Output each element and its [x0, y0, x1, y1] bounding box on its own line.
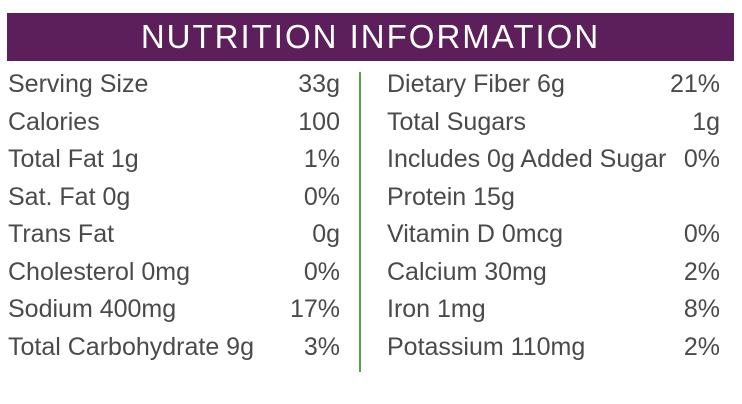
- nutrient-row-total-sugars: Total Sugars 1g: [387, 104, 720, 142]
- left-nutrient-column: Serving Size 33g Calories 100 Total Fat …: [8, 66, 340, 366]
- nutrient-label: Dietary Fiber 6g: [387, 70, 565, 99]
- nutrient-label: Sodium 400mg: [8, 295, 177, 324]
- nutrient-row-trans-fat: Trans Fat 0g: [8, 216, 340, 254]
- right-nutrient-column: Dietary Fiber 6g 21% Total Sugars 1g Inc…: [387, 66, 720, 366]
- nutrient-row-serving-size: Serving Size 33g: [8, 66, 340, 104]
- nutrient-label: Serving Size: [8, 70, 149, 99]
- column-divider: [359, 72, 361, 372]
- nutrient-value: 17%: [289, 295, 340, 324]
- nutrition-title: NUTRITION INFORMATION: [140, 18, 601, 55]
- nutrient-value: 3%: [303, 332, 340, 361]
- nutrient-label: Total Carbohydrate 9g: [8, 332, 254, 361]
- nutrient-row-sat-fat: Sat. Fat 0g 0%: [8, 179, 340, 217]
- nutrient-row-calcium: Calcium 30mg 2%: [387, 254, 720, 292]
- nutrient-label: Iron 1mg: [387, 295, 486, 324]
- nutrient-value: 8%: [683, 295, 720, 324]
- nutrient-label: Total Fat 1g: [8, 145, 139, 174]
- nutrient-row-added-sugar: Includes 0g Added Sugar 0%: [387, 141, 720, 179]
- nutrient-row-total-carbohydrate: Total Carbohydrate 9g 3%: [8, 329, 340, 367]
- nutrient-label: Total Sugars: [387, 107, 526, 136]
- nutrient-value: 2%: [683, 257, 720, 286]
- nutrient-row-dietary-fiber: Dietary Fiber 6g 21%: [387, 66, 720, 104]
- nutrient-label: Calories: [8, 107, 100, 136]
- nutrient-label: Potassium 110mg: [387, 332, 586, 361]
- nutrient-label: Protein 15g: [387, 182, 515, 211]
- nutrient-value: 0%: [683, 145, 720, 174]
- nutrient-row-sodium: Sodium 400mg 17%: [8, 291, 340, 329]
- nutrient-row-iron: Iron 1mg 8%: [387, 291, 720, 329]
- nutrient-label: Calcium 30mg: [387, 257, 547, 286]
- nutrient-label: Includes 0g Added Sugar: [387, 145, 667, 174]
- nutrient-value: 0g: [312, 220, 340, 249]
- nutrient-row-vitamin-d: Vitamin D 0mcg 0%: [387, 216, 720, 254]
- nutrient-value: 1%: [303, 145, 340, 174]
- nutrient-label: Vitamin D 0mcg: [387, 220, 563, 249]
- nutrition-title-banner: NUTRITION INFORMATION: [7, 13, 734, 61]
- nutrient-value: 2%: [683, 332, 720, 361]
- nutrient-value: 33g: [298, 70, 340, 99]
- nutrient-row-protein: Protein 15g: [387, 179, 720, 217]
- nutrient-value: 0%: [303, 257, 340, 286]
- nutrient-label: Cholesterol 0mg: [8, 257, 191, 286]
- nutrient-row-potassium: Potassium 110mg 2%: [387, 329, 720, 367]
- nutrient-row-calories: Calories 100: [8, 104, 340, 142]
- nutrient-value: 21%: [669, 70, 720, 99]
- nutrient-value: 0%: [303, 182, 340, 211]
- nutrient-row-cholesterol: Cholesterol 0mg 0%: [8, 254, 340, 292]
- nutrient-label: Sat. Fat 0g: [8, 182, 131, 211]
- nutrient-value: 100: [298, 107, 340, 136]
- nutrient-value: 1g: [692, 107, 720, 136]
- nutrient-label: Trans Fat: [8, 220, 115, 249]
- nutrient-value: 0%: [683, 220, 720, 249]
- nutrient-row-total-fat: Total Fat 1g 1%: [8, 141, 340, 179]
